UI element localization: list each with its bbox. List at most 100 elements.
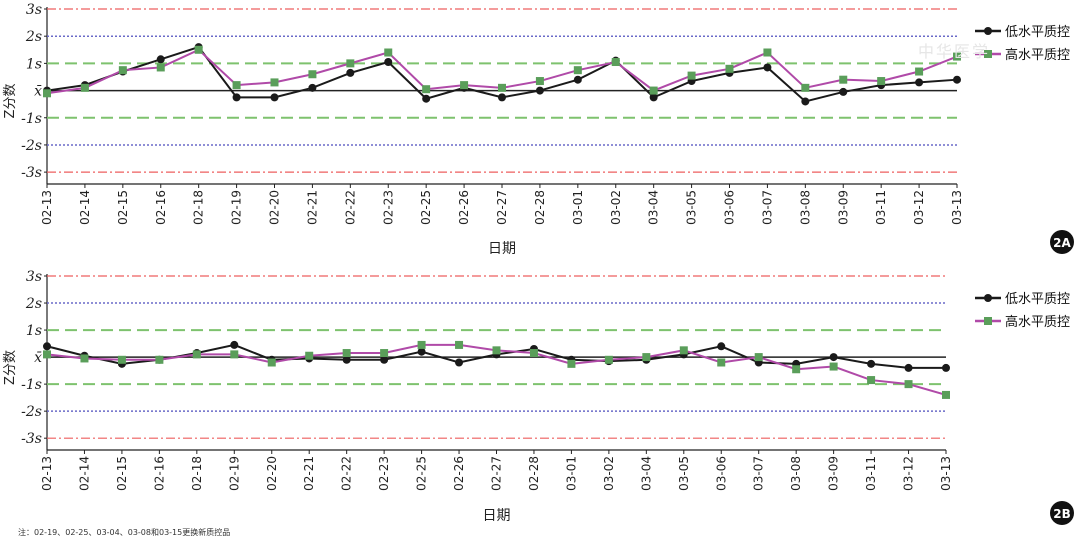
x-tick-label: 03-12 <box>902 456 916 491</box>
legend-label: 低水平质控 <box>1005 292 1070 307</box>
data-point-high <box>567 359 576 368</box>
x-tick-label: 02-28 <box>527 456 541 491</box>
data-point-high <box>232 81 241 90</box>
x-tick-label: 02-15 <box>115 456 129 491</box>
x-tick-label: 02-13 <box>40 456 54 491</box>
data-point-low <box>573 75 582 84</box>
x-tick-label: 03-08 <box>798 190 812 225</box>
data-point-low <box>915 78 924 87</box>
data-point-high <box>192 350 201 359</box>
y-tick-label: -2s <box>21 138 42 154</box>
x-tick-label: 03-08 <box>789 456 803 491</box>
x-tick-label: 03-04 <box>647 190 661 225</box>
y-tick-label: x̄ <box>34 350 42 366</box>
data-point-high <box>573 66 582 75</box>
y-tick-label: -3s <box>21 431 42 447</box>
y-tick-label: 2s <box>25 296 42 312</box>
x-tick-label: 02-18 <box>190 456 204 491</box>
x-tick-label: 03-11 <box>864 456 878 491</box>
data-point-low <box>535 86 544 95</box>
x-tick-label: 03-09 <box>836 190 850 225</box>
data-point-high <box>867 376 876 385</box>
data-point-low <box>422 94 431 103</box>
data-point-low <box>43 342 51 351</box>
x-tick-label: 02-18 <box>192 190 206 225</box>
legend-marker <box>984 294 992 302</box>
data-point-high <box>230 350 239 359</box>
y-tick-label: 1s <box>26 323 42 339</box>
data-point-high <box>687 71 696 80</box>
legend-label: 低水平质控 <box>1005 25 1070 40</box>
x-tick-label: 03-01 <box>564 456 578 491</box>
panel-label: 2B <box>1053 507 1071 521</box>
data-point-high <box>754 353 763 362</box>
data-point-high <box>829 362 838 371</box>
data-point-low <box>498 93 506 102</box>
data-point-high <box>942 390 950 399</box>
x-tick-label: 02-14 <box>78 190 92 225</box>
x-tick-label: 02-20 <box>268 190 282 225</box>
y-tick-label: 3s <box>26 2 42 18</box>
x-axis-label: 日期 <box>488 241 516 257</box>
data-point-high <box>529 349 538 358</box>
data-point-high <box>877 77 886 86</box>
y-tick-label: -1s <box>21 377 42 393</box>
x-tick-label: 02-16 <box>152 456 166 491</box>
x-tick-label: 03-07 <box>752 456 766 491</box>
x-tick-label: 03-05 <box>685 190 699 225</box>
data-point-low <box>346 68 355 77</box>
data-point-low <box>342 355 351 364</box>
data-point-high <box>839 75 848 84</box>
data-point-low <box>839 87 848 96</box>
data-point-high <box>80 83 89 92</box>
x-tick-label: 02-19 <box>227 456 241 491</box>
x-tick-label: 02-26 <box>457 190 471 225</box>
y-tick-label: -2s <box>21 404 42 420</box>
x-tick-label: 02-21 <box>302 456 316 491</box>
data-point-high <box>117 355 126 364</box>
x-tick-label: 03-12 <box>912 190 926 225</box>
x-tick-label: 02-26 <box>452 456 466 491</box>
data-point-high <box>156 63 165 72</box>
data-point-low <box>232 93 241 102</box>
watermark: 中华医学 <box>918 42 991 61</box>
data-point-high <box>611 58 620 67</box>
x-tick-label: 03-13 <box>939 456 953 491</box>
x-tick-label: 02-20 <box>265 456 279 491</box>
data-point-high <box>492 346 501 355</box>
panel-label: 2A <box>1053 236 1071 250</box>
y-tick-label: x̄ <box>34 84 42 100</box>
footnote: 注：02-19、02-25、03-04、03-08和03-15更换新质控品 <box>18 528 231 537</box>
chart-panel-2A: 3s 2s 1s x̄ -1s -2s -3s Z分数 02-13 02-14 02-15 02-16… <box>3 2 1074 257</box>
x-tick-label: 02-13 <box>40 190 54 225</box>
data-point-high <box>155 355 164 364</box>
data-point-high <box>763 48 772 57</box>
data-point-low <box>270 93 279 102</box>
x-tick-label: 03-05 <box>677 456 691 491</box>
data-point-low <box>763 63 772 72</box>
x-tick-label: 03-02 <box>609 190 623 225</box>
data-point-high <box>498 83 506 92</box>
data-point-low <box>801 97 810 106</box>
data-point-high <box>267 358 276 367</box>
x-axis-label: 日期 <box>483 508 511 524</box>
data-point-high <box>455 340 464 349</box>
x-tick-label: 03-07 <box>760 190 774 225</box>
legend-label: 高水平质控 <box>1005 47 1070 63</box>
data-point-high <box>953 52 961 61</box>
y-axis-label: Z分数 <box>3 350 18 385</box>
data-point-high <box>642 353 651 362</box>
x-tick-label: 03-11 <box>874 190 888 225</box>
x-tick-label: 02-19 <box>230 190 244 225</box>
data-point-high <box>380 349 389 358</box>
data-point-low <box>867 359 876 368</box>
data-point-low <box>384 58 393 67</box>
data-point-high <box>417 340 426 349</box>
panel-badge <box>1050 501 1074 525</box>
x-tick-label: 03-13 <box>950 190 964 225</box>
x-tick-label: 02-23 <box>377 456 391 491</box>
data-point-high <box>422 85 431 94</box>
data-point-low <box>829 353 838 362</box>
data-point-low <box>953 75 961 84</box>
legend-marker <box>984 317 992 325</box>
